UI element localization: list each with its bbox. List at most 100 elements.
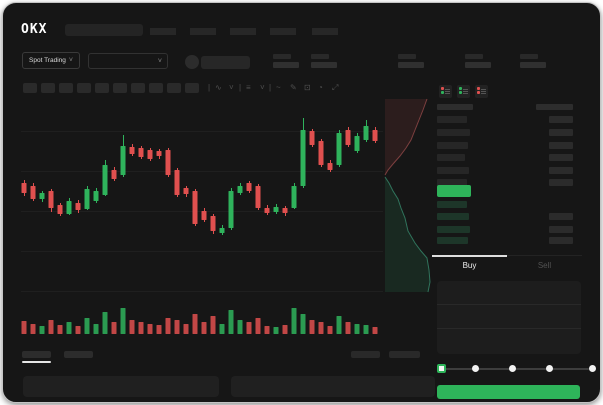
candlestick xyxy=(327,163,333,170)
chart-type-icon[interactable]: ≡ xyxy=(246,83,251,92)
slider-dot-2[interactable] xyxy=(509,365,516,372)
nav-item-5[interactable] xyxy=(312,28,338,35)
depth-chart xyxy=(384,98,431,293)
candlestick xyxy=(174,170,180,195)
candlestick xyxy=(48,191,54,208)
volume-bar xyxy=(354,324,360,334)
slider-dot-4[interactable] xyxy=(589,365,596,372)
camera-icon[interactable]: ⊡ xyxy=(304,83,311,92)
orderbook-bid-row[interactable] xyxy=(437,237,468,244)
nav-item-1[interactable] xyxy=(150,28,176,35)
depth-asks-line xyxy=(384,98,428,176)
nav-item-3[interactable] xyxy=(230,28,256,35)
indicator-icon[interactable]: ∿ xyxy=(215,83,222,92)
bottom-bar-action-2[interactable] xyxy=(389,351,420,358)
toolbar-button-1[interactable] xyxy=(23,83,37,93)
nav-item-2[interactable] xyxy=(190,28,216,35)
toolbar-button-9[interactable] xyxy=(167,83,181,93)
orderbook-both-icon[interactable] xyxy=(439,85,452,98)
candlestick xyxy=(246,183,252,191)
order-form xyxy=(437,281,581,354)
depth-asks-area xyxy=(385,99,427,175)
candlestick xyxy=(192,191,198,224)
order-form-field-3[interactable] xyxy=(437,329,581,353)
orderbook-ask-size xyxy=(549,116,573,123)
chevron-down-icon[interactable]: ˅ xyxy=(260,83,265,92)
orderbook-bid-row[interactable] xyxy=(437,201,467,208)
orderbook-ask-row[interactable] xyxy=(437,142,468,149)
depth-bids-area xyxy=(385,177,430,292)
stat-label-5 xyxy=(520,54,538,59)
orderbook-bid-row[interactable] xyxy=(437,213,469,220)
volume-bar xyxy=(246,322,252,334)
tab-buy[interactable]: Buy xyxy=(432,255,507,275)
volume-bar xyxy=(201,322,207,334)
bottom-tab-2[interactable] xyxy=(64,351,93,358)
orderbook-ask-size xyxy=(549,129,573,136)
toolbar-button-4[interactable] xyxy=(77,83,91,93)
slider-dot-3[interactable] xyxy=(546,365,553,372)
chevron-down-icon[interactable]: ˅ xyxy=(229,83,234,92)
toolbar-button-5[interactable] xyxy=(95,83,109,93)
candlestick xyxy=(363,126,369,140)
orderbook-ask-size xyxy=(549,179,573,186)
search-input[interactable] xyxy=(65,24,143,36)
candlestick xyxy=(183,188,189,194)
volume-bar xyxy=(39,326,45,334)
candlestick xyxy=(21,183,27,193)
orderbook-ask-row[interactable] xyxy=(437,129,470,136)
buy-button[interactable] xyxy=(437,385,580,399)
tab-sell[interactable]: Sell xyxy=(537,261,552,270)
candlestick xyxy=(354,136,360,151)
toolbar-button-2[interactable] xyxy=(41,83,55,93)
fullscreen-icon[interactable]: ⤢ xyxy=(332,83,339,92)
history-icon[interactable]: ◔ xyxy=(318,83,323,92)
divider: | xyxy=(269,83,272,92)
toolbar-button-3[interactable] xyxy=(59,83,73,93)
toolbar-button-8[interactable] xyxy=(149,83,163,93)
volume-bar xyxy=(327,326,333,334)
toolbar-button-7[interactable] xyxy=(131,83,145,93)
slider-dot-1[interactable] xyxy=(472,365,479,372)
volume-bar xyxy=(93,324,99,334)
trade-side-tabs: Buy Sell xyxy=(432,255,582,275)
volume-bar xyxy=(318,322,324,334)
bottom-tab-1[interactable] xyxy=(22,351,51,358)
toolbar-button-10[interactable] xyxy=(185,83,199,93)
candlestick xyxy=(111,170,117,179)
line-tool-icon[interactable]: ~ xyxy=(276,83,281,92)
draw-icon[interactable]: ✎ xyxy=(290,83,297,92)
amount-slider[interactable] xyxy=(443,368,589,370)
stat-value-3 xyxy=(398,62,424,68)
slider-handle[interactable] xyxy=(437,364,446,373)
orderbook-ask-row[interactable] xyxy=(437,154,465,161)
stat-value-4 xyxy=(465,62,491,68)
divider: | xyxy=(239,83,242,92)
orderbook-ask-size xyxy=(549,167,573,174)
candlestick xyxy=(147,150,153,159)
orderbook-asks-icon[interactable] xyxy=(475,85,488,98)
stat-value-1 xyxy=(273,62,299,68)
orderbook-ask-row[interactable] xyxy=(437,167,469,174)
orderbook-bid-row[interactable] xyxy=(437,226,470,233)
order-form-field-2[interactable] xyxy=(437,305,581,329)
orderbook-header-right xyxy=(536,104,573,110)
volume-bar xyxy=(345,322,351,334)
orderbook-ask-row[interactable] xyxy=(437,116,467,123)
volume-bar xyxy=(264,326,270,334)
orderbook-bid-size xyxy=(549,226,573,233)
nav-item-4[interactable] xyxy=(270,28,296,35)
volume-bar xyxy=(309,320,315,334)
bottom-bar-action-1[interactable] xyxy=(351,351,380,358)
order-form-field-1[interactable] xyxy=(437,281,581,305)
candlestick xyxy=(210,216,216,231)
orderbook-bid-size xyxy=(549,213,573,220)
toolbar-button-6[interactable] xyxy=(113,83,127,93)
last-price-badge[interactable] xyxy=(437,185,471,197)
spot-trading-dropdown[interactable]: Spot Trading ˅ xyxy=(22,52,80,69)
volume-bar xyxy=(57,325,63,334)
orderbook-bids-icon[interactable] xyxy=(457,85,470,98)
orderbook-ask-row[interactable] xyxy=(437,179,467,186)
instrument-dropdown[interactable]: ˅ xyxy=(88,53,168,69)
chevron-down-icon: ˅ xyxy=(157,57,162,65)
